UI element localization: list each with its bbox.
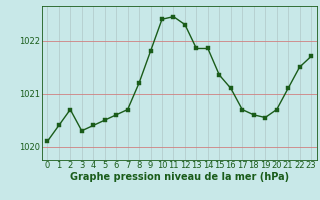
X-axis label: Graphe pression niveau de la mer (hPa): Graphe pression niveau de la mer (hPa): [70, 172, 289, 182]
